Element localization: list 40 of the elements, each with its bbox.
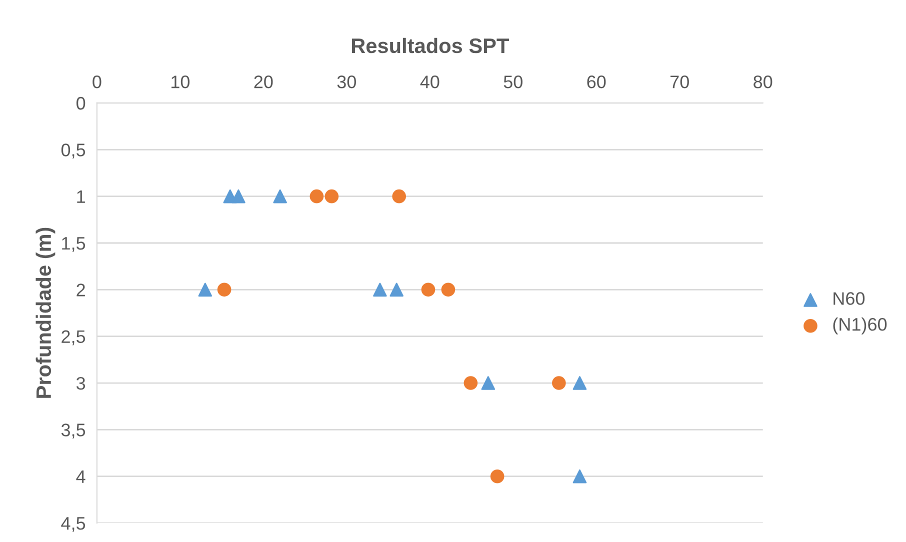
y-tick-label: 0,5 — [61, 144, 86, 159]
y-tick-label: 4,5 — [61, 517, 86, 532]
y-tick-label: 2,5 — [62, 330, 86, 346]
x-tick-label: 60 — [587, 76, 606, 88]
point — [552, 376, 566, 390]
point — [324, 189, 339, 204]
y-axis-title: Profundidade (m) — [36, 228, 56, 398]
point — [421, 282, 436, 297]
point — [217, 282, 232, 297]
x-tick-label: 50 — [504, 76, 522, 88]
point — [198, 282, 212, 297]
point — [373, 282, 387, 297]
legend-label: N60 — [834, 292, 865, 305]
x-tick-label: 80 — [754, 76, 772, 88]
point — [273, 189, 287, 204]
x-tick-label: 70 — [670, 76, 689, 88]
y-tick-label: 3,5 — [61, 424, 86, 439]
chart-title: Resultados SPT — [352, 38, 509, 54]
point — [481, 376, 496, 390]
x-tick-label: 10 — [172, 76, 190, 88]
y-tick-label: 0 — [76, 96, 86, 110]
point — [464, 376, 478, 390]
point — [390, 282, 404, 297]
x-tick-label: 20 — [254, 76, 273, 88]
y-tick-label: 1,5 — [62, 237, 86, 252]
y-tick-label: 2 — [76, 284, 85, 296]
point — [490, 469, 504, 484]
point — [310, 189, 324, 204]
point — [572, 469, 587, 484]
x-tick-label: 30 — [337, 76, 356, 88]
point — [392, 189, 406, 204]
point — [232, 189, 246, 204]
point — [441, 282, 456, 297]
legend-label: (N1)60 — [833, 318, 887, 334]
y-tick-label: 4 — [76, 470, 86, 483]
y-tick-label: 3 — [76, 376, 86, 390]
x-tick-label: 0 — [92, 76, 102, 88]
y-tick-label: 1 — [77, 190, 85, 203]
point — [572, 376, 587, 390]
x-tick-label: 40 — [420, 76, 440, 88]
